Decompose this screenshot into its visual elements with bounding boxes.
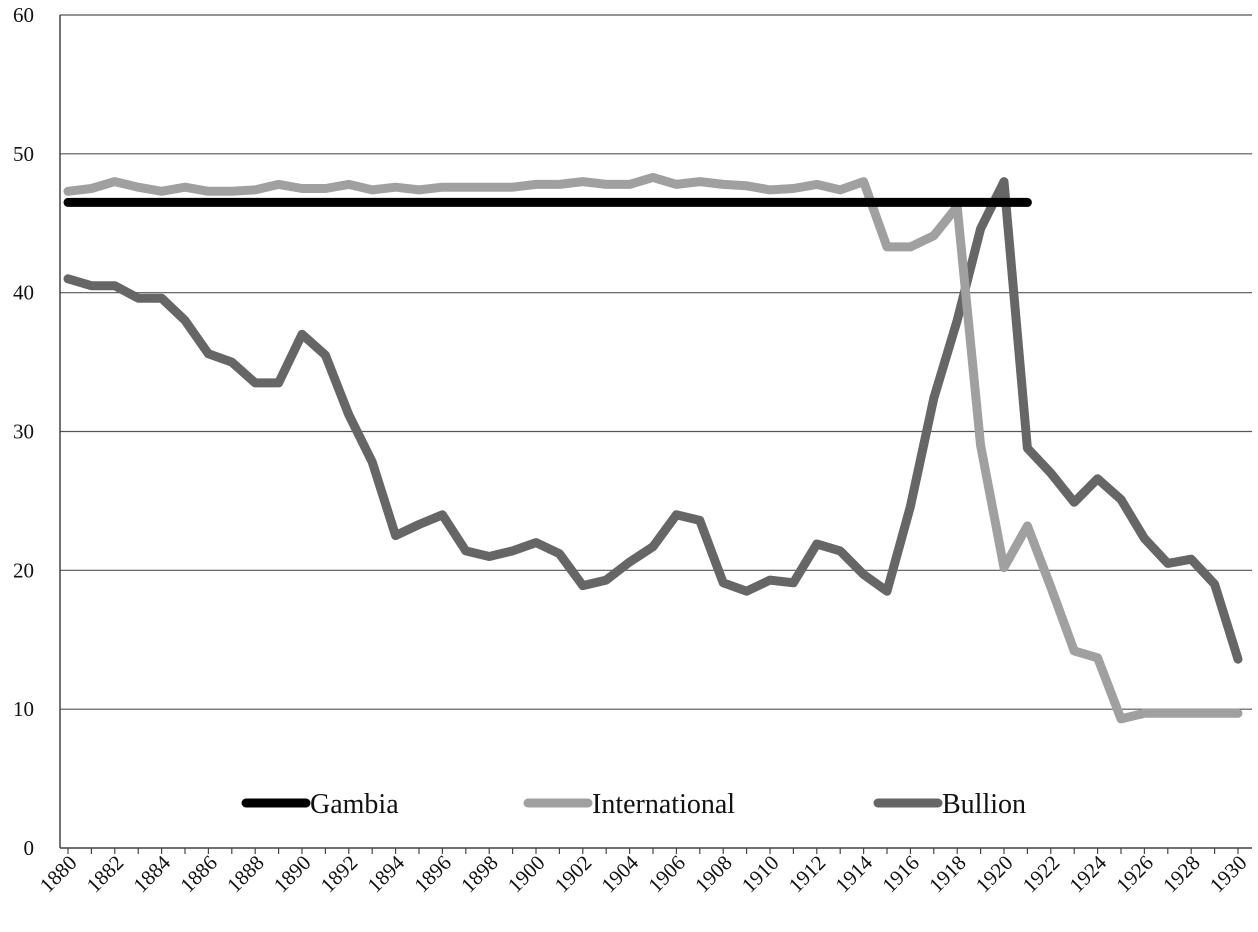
gridlines	[60, 14, 1252, 710]
x-tick-label: 1904	[596, 850, 643, 897]
legend-label-international: International	[592, 789, 735, 820]
x-axis-ticks: 1880 1882 1884 1886 1888 1890 1892 1894 1896 1898…	[35, 850, 1252, 897]
x-tick-label: 1886	[175, 851, 222, 898]
x-tick-label: 1888	[222, 851, 269, 898]
x-tick-label: 1918	[924, 851, 971, 898]
series-lines	[63, 172, 1243, 724]
legend-item-bullion: Bullion	[873, 789, 1026, 820]
x-tick-label: 1898	[456, 851, 503, 898]
x-tick-label: 1926	[1111, 851, 1158, 898]
legend-item-international: International	[523, 789, 735, 820]
legend: Gambia International Bullion	[241, 789, 1026, 820]
x-tick-label: 1916	[877, 851, 924, 898]
x-tick-label: 1890	[269, 851, 316, 898]
y-tick-label: 20	[13, 558, 34, 582]
x-tick-label: 1912	[784, 851, 831, 898]
x-tick-label: 1920	[971, 851, 1018, 898]
x-tick-label: 1914	[830, 850, 877, 897]
x-tick-label: 1928	[1158, 851, 1205, 898]
x-tick-label: 1882	[82, 851, 129, 898]
y-tick-label: 30	[13, 420, 34, 444]
y-tick-label: 0	[24, 836, 35, 860]
x-tick-label: 1900	[503, 851, 550, 898]
x-tick-label: 1910	[737, 851, 784, 898]
x-tick-marks	[67, 848, 1239, 854]
series-line-international	[63, 172, 1243, 724]
x-tick-label: 1908	[690, 851, 737, 898]
x-tick-label: 1894	[362, 850, 409, 897]
x-tick-label: 1884	[128, 850, 175, 897]
legend-label-gambia: Gambia	[310, 789, 399, 820]
x-tick-label: 1924	[1064, 850, 1111, 897]
y-tick-label: 10	[13, 697, 34, 721]
legend-label-bullion: Bullion	[942, 789, 1026, 820]
x-tick-label: 1902	[550, 851, 597, 898]
series-line-bullion	[63, 177, 1243, 664]
x-tick-label: 1930	[1205, 851, 1252, 898]
legend-item-gambia: Gambia	[241, 789, 399, 820]
y-tick-label: 60	[13, 3, 34, 27]
y-tick-label: 50	[13, 142, 34, 166]
x-tick-label: 1922	[1018, 851, 1065, 898]
x-tick-label: 1896	[409, 851, 456, 898]
x-tick-label: 1892	[316, 851, 363, 898]
y-tick-label: 40	[13, 281, 34, 305]
x-tick-label: 1906	[643, 851, 690, 898]
y-axis-ticks: 0 10 20 30 40 50 60	[13, 3, 34, 860]
x-tick-label: 1880	[35, 851, 82, 898]
